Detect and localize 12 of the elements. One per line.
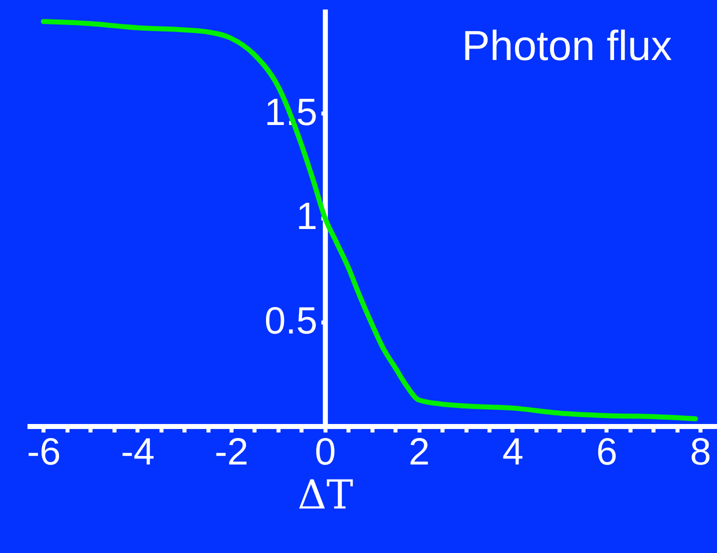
x-tick-label: -6 [27, 432, 61, 474]
x-axis-title: ΔT [298, 472, 354, 518]
x-tick-label: 4 [502, 432, 524, 474]
y-tick-label: 1 [296, 196, 318, 238]
y-tick-label: 0.5 [264, 300, 318, 342]
x-tick-label: 8 [690, 432, 712, 474]
x-tick-label: 0 [314, 432, 336, 474]
annotation: Photon flux [462, 22, 672, 69]
x-tick-label: -2 [214, 432, 248, 474]
x-tick-label: 6 [596, 432, 618, 474]
x-tick-label: -4 [120, 432, 155, 474]
x-tick-label: 2 [408, 432, 430, 474]
